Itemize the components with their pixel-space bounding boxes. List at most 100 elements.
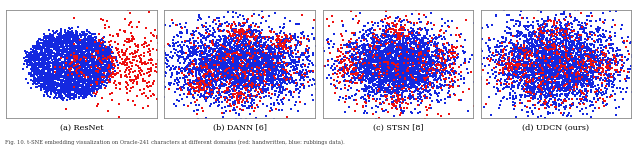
Point	[401, 61, 411, 64]
Point	[194, 85, 204, 87]
Point	[250, 70, 260, 72]
Point	[35, 54, 45, 57]
Point	[404, 77, 414, 79]
Point	[211, 83, 221, 85]
Point	[77, 46, 88, 48]
Point	[372, 38, 382, 40]
Point	[227, 76, 237, 79]
Point	[522, 58, 532, 60]
Point	[90, 79, 100, 81]
Point	[412, 39, 422, 41]
Point	[359, 70, 369, 73]
Point	[547, 86, 557, 89]
Point	[571, 55, 581, 58]
Point	[157, 71, 168, 74]
Point	[359, 69, 369, 72]
Point	[389, 86, 399, 88]
Point	[534, 41, 545, 43]
Point	[233, 59, 243, 62]
Point	[70, 46, 81, 49]
Point	[553, 82, 563, 85]
Point	[44, 63, 54, 65]
Point	[368, 38, 378, 40]
Point	[144, 73, 154, 76]
Point	[338, 73, 348, 76]
Point	[202, 28, 212, 30]
Point	[238, 74, 248, 76]
Point	[535, 39, 545, 41]
Point	[584, 69, 595, 71]
Point	[39, 36, 49, 38]
Point	[84, 51, 94, 54]
Point	[137, 92, 147, 95]
Point	[248, 70, 259, 72]
Point	[93, 55, 103, 57]
Point	[59, 51, 69, 53]
Point	[447, 80, 457, 82]
Point	[390, 70, 401, 72]
Point	[88, 66, 99, 69]
Point	[98, 62, 108, 65]
Point	[54, 94, 64, 96]
Point	[195, 59, 205, 61]
Point	[232, 70, 242, 73]
Point	[78, 59, 88, 62]
Point	[397, 74, 407, 77]
Point	[225, 110, 236, 112]
Point	[617, 59, 627, 61]
Point	[333, 82, 344, 85]
Point	[380, 89, 390, 92]
Point	[271, 83, 281, 85]
Point	[587, 38, 597, 40]
Point	[76, 40, 86, 42]
Point	[515, 32, 525, 34]
Point	[341, 97, 351, 100]
Point	[552, 37, 563, 39]
Point	[502, 45, 513, 47]
Point	[519, 62, 529, 64]
Point	[421, 82, 431, 84]
Point	[375, 66, 385, 68]
Point	[413, 8, 423, 11]
Point	[566, 72, 576, 74]
Point	[185, 79, 195, 82]
Point	[64, 83, 74, 86]
Point	[55, 75, 65, 78]
Point	[257, 78, 267, 80]
Point	[429, 73, 440, 75]
Point	[379, 77, 389, 80]
Point	[376, 44, 386, 46]
Point	[350, 99, 360, 101]
Point	[130, 55, 140, 58]
Point	[84, 39, 95, 42]
Point	[554, 104, 564, 107]
Point	[28, 46, 38, 48]
Point	[498, 74, 508, 76]
Point	[401, 56, 412, 58]
Point	[239, 65, 249, 67]
Point	[547, 53, 557, 55]
Point	[538, 71, 548, 73]
Point	[215, 49, 225, 51]
Point	[205, 64, 215, 67]
Point	[74, 93, 84, 95]
Point	[413, 57, 423, 60]
Point	[270, 77, 280, 79]
Point	[558, 55, 568, 57]
Point	[93, 63, 104, 65]
Point	[572, 84, 582, 86]
Point	[536, 38, 547, 40]
Point	[24, 54, 35, 56]
Point	[48, 46, 58, 48]
Point	[47, 90, 57, 92]
Point	[75, 39, 85, 41]
Point	[404, 61, 414, 64]
Point	[98, 63, 108, 65]
Point	[82, 72, 92, 75]
Point	[38, 76, 49, 79]
Point	[538, 49, 548, 52]
Point	[369, 89, 379, 92]
Point	[425, 56, 435, 58]
Point	[545, 47, 555, 50]
Point	[176, 46, 186, 48]
